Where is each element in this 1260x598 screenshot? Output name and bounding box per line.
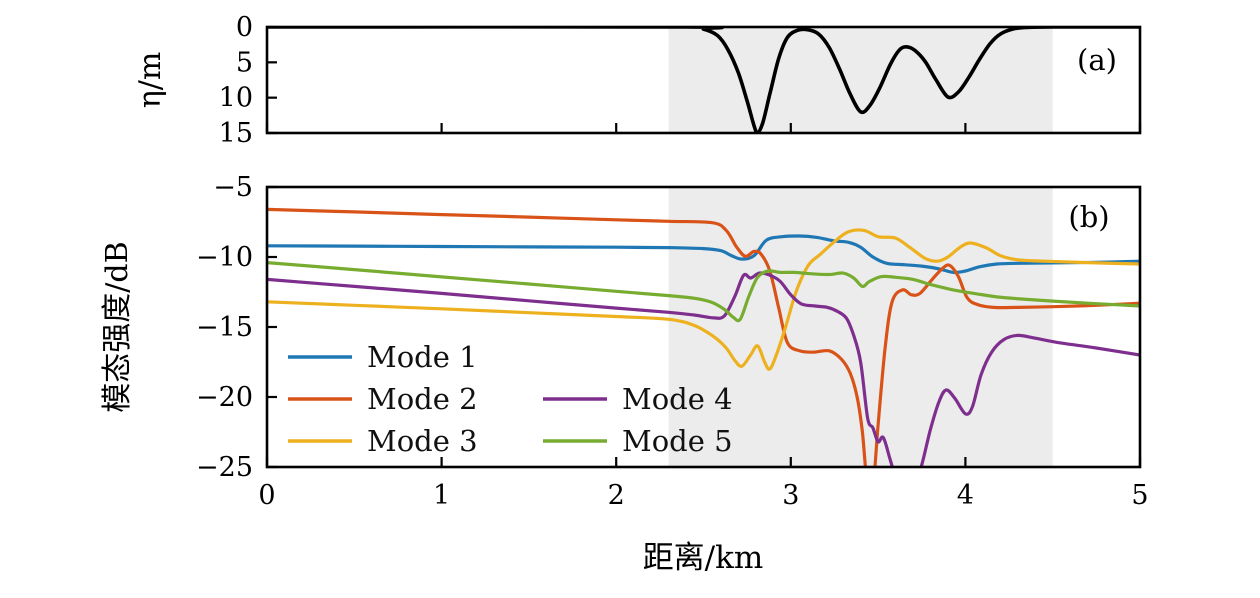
legend-label: Mode 1 [367,340,478,374]
y-tick-label: −20 [196,382,253,413]
panel-b-curves [267,207,1140,467]
legend-label: Mode 3 [367,424,478,458]
y-tick-label: −15 [196,312,253,343]
x-tick-label: 4 [957,480,974,511]
legend-label: Mode 4 [622,382,733,416]
panel-a-letter: (a) [1077,43,1117,77]
x-tick-label: 2 [608,480,625,511]
mode-4-curve [267,271,1140,467]
legend-entry: Mode 2 [288,382,478,416]
legend-label: Mode 5 [622,424,733,458]
panel-a-ticks: 0 5 10 15 [219,12,1142,149]
panel-a-frame [265,25,1142,135]
y-tick-label: −10 [196,242,253,273]
legend: Mode 1 Mode 2 Mode 3 Mode 4 Mode 5 [288,340,733,458]
panel-a-curves [267,27,1140,133]
legend-label: Mode 2 [367,382,478,416]
y-tick-label: −25 [196,452,253,483]
y-tick-label: 10 [219,83,253,114]
legend-entry: Mode 4 [543,382,733,416]
panel-a-y-axis-label: η/m [133,52,168,109]
axes-spine [265,25,1142,135]
mode-5-curve [267,261,1140,323]
x-tick-label: 3 [782,480,799,511]
panel-b-letter: (b) [1068,200,1109,234]
panel-b-ticks: 0 1 2 3 4 5 −5 −10 −15 −20 −25 [196,172,1149,511]
y-tick-label: 5 [236,47,253,78]
legend-entry: Mode 3 [288,424,478,458]
legend-entry: Mode 5 [543,424,733,458]
y-tick-label: −5 [213,172,253,203]
mode-2-curve [267,207,1140,467]
x-tick-label: 0 [258,480,275,511]
mode-1-curve [267,234,1140,275]
x-axis-label: 距离/km [643,540,764,576]
y-tick-label: 0 [236,12,253,43]
seabed-profile-curve [267,27,1140,133]
legend-entry: Mode 1 [288,340,478,374]
shaded-region [668,27,1053,133]
x-tick-label: 1 [433,480,450,511]
x-tick-label: 5 [1131,480,1148,511]
panel-b-y-axis-label: 模态强度/dB [100,241,135,412]
panel-a-shaded-region [668,27,1053,133]
y-tick-label: 15 [219,118,253,149]
